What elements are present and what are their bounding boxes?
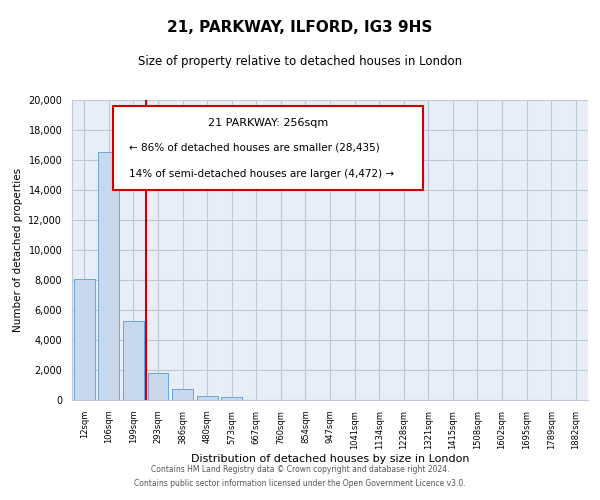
Bar — [221, 398, 242, 400]
Bar — [172, 389, 193, 400]
Text: 14% of semi-detached houses are larger (4,472) →: 14% of semi-detached houses are larger (… — [129, 169, 394, 179]
Bar — [148, 373, 169, 400]
FancyBboxPatch shape — [113, 106, 423, 190]
X-axis label: Distribution of detached houses by size in London: Distribution of detached houses by size … — [191, 454, 469, 464]
Text: ← 86% of detached houses are smaller (28,435): ← 86% of detached houses are smaller (28… — [129, 142, 380, 152]
Text: 21 PARKWAY: 256sqm: 21 PARKWAY: 256sqm — [208, 118, 328, 128]
Y-axis label: Number of detached properties: Number of detached properties — [13, 168, 23, 332]
Text: 21, PARKWAY, ILFORD, IG3 9HS: 21, PARKWAY, ILFORD, IG3 9HS — [167, 20, 433, 35]
Text: Size of property relative to detached houses in London: Size of property relative to detached ho… — [138, 55, 462, 68]
Text: Contains HM Land Registry data © Crown copyright and database right 2024.
Contai: Contains HM Land Registry data © Crown c… — [134, 466, 466, 487]
Bar — [98, 152, 119, 400]
Bar — [197, 396, 218, 400]
Bar — [74, 278, 95, 400]
Bar — [123, 320, 144, 400]
